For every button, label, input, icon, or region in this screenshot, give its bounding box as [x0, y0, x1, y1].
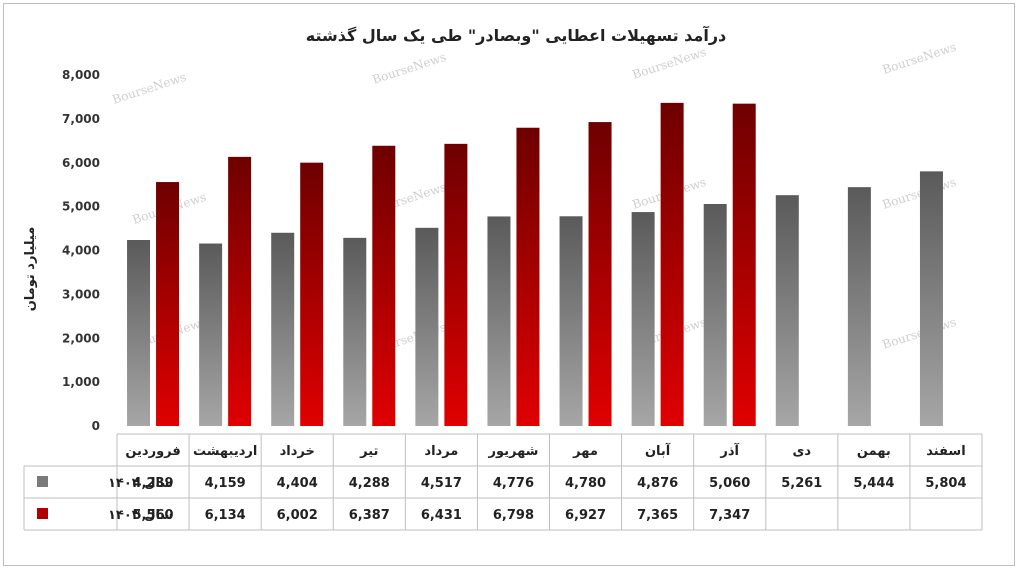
y-tick-label: 2,000 [62, 331, 100, 345]
legend-swatch [37, 508, 48, 519]
data-label: 5,560 [132, 508, 173, 523]
bar-1403-6 [516, 127, 540, 427]
data-label: 6,002 [277, 508, 318, 523]
bar-1402-11 [847, 187, 871, 426]
data-label: 7,365 [637, 508, 678, 523]
data-label: 5,804 [925, 476, 966, 491]
bar-1402-7 [559, 216, 583, 426]
data-label: 6,387 [349, 508, 390, 523]
x-tick-label: فروردین [125, 444, 180, 459]
bar-1402-3 [271, 232, 295, 426]
legend-swatch [37, 476, 48, 487]
data-label: 5,060 [709, 476, 750, 491]
data-label: 4,517 [421, 476, 462, 491]
bar-1403-4 [372, 145, 396, 426]
data-label: 4,159 [205, 476, 246, 491]
bar-1403-1 [156, 182, 180, 426]
x-tick-label: مرداد [424, 444, 458, 459]
bars-layer [127, 102, 943, 427]
bar-1403-5 [444, 143, 468, 426]
bar-1403-8 [660, 102, 684, 426]
x-tick-label: آبان [645, 442, 671, 459]
watermark-text: BourseNews [881, 40, 958, 77]
legend-entry: سال ۱۴۰۳ [108, 508, 173, 523]
data-label: 7,347 [709, 508, 750, 523]
x-tick-label: آذر [719, 442, 739, 459]
y-tick-label: 0 [92, 419, 100, 433]
data-label: 4,780 [565, 476, 606, 491]
y-tick-label: 8,000 [62, 68, 100, 82]
data-label: 6,134 [205, 508, 246, 523]
data-label: 6,927 [565, 508, 606, 523]
y-axis-label: میلیارد تومان [23, 227, 38, 312]
bar-1403-7 [588, 122, 612, 426]
y-tick-label: 7,000 [62, 112, 100, 126]
bar-1402-6 [487, 216, 511, 426]
data-label: 4,776 [493, 476, 534, 491]
bar-1402-2 [199, 243, 223, 426]
watermark-text: BourseNews [111, 70, 188, 107]
data-label: 4,288 [349, 476, 390, 491]
data-label: 6,798 [493, 508, 534, 523]
chart-title: درآمد تسهیلات اعطایی "وبصادر" طی یک سال … [306, 25, 726, 45]
watermark-text: BourseNews [631, 45, 708, 82]
bar-1402-4 [343, 237, 367, 426]
watermark-text: BourseNews [881, 175, 958, 212]
legend-entry: سال ۱۴۰۲ [108, 476, 173, 491]
data-label: 4,404 [277, 476, 318, 491]
x-tick-label: خرداد [280, 444, 315, 459]
bar-1402-8 [631, 212, 655, 426]
bar-chart: BourseNews BourseNews BourseNews BourseNews… [23, 25, 983, 531]
y-tick-label: 6,000 [62, 156, 100, 170]
x-tick-label: تیر [359, 444, 378, 459]
y-tick-label: 5,000 [62, 200, 100, 214]
data-label: 4,239 [132, 476, 173, 491]
y-axis: 0 1,000 2,000 3,000 4,000 5,000 6,000 7,000 8,00… [62, 68, 100, 433]
bar-1402-1 [127, 240, 151, 426]
watermark-text: BourseNews [371, 50, 448, 87]
bar-1403-9 [732, 103, 756, 426]
bar-1402-10 [775, 195, 799, 426]
x-tick-label: اردیبهشت [193, 444, 257, 459]
chart-frame: BourseNews BourseNews BourseNews BourseNews… [3, 3, 1015, 566]
x-tick-label: بهمن [857, 444, 891, 459]
bar-1403-2 [228, 156, 252, 427]
y-tick-label: 3,000 [62, 287, 100, 301]
bar-1403-3 [300, 162, 324, 427]
x-tick-label: شهریور [487, 444, 538, 459]
watermark-text: BourseNews [881, 315, 958, 352]
data-label: 5,444 [853, 476, 894, 491]
y-tick-label: 4,000 [62, 244, 100, 258]
bar-1402-12 [919, 171, 943, 426]
bar-1402-5 [415, 227, 439, 426]
data-label: 4,876 [637, 476, 678, 491]
bar-1402-9 [703, 203, 727, 426]
x-tick-label: اسفند [926, 444, 965, 459]
data-label: 6,431 [421, 508, 462, 523]
y-tick-label: 1,000 [62, 375, 100, 389]
x-tick-label: مهر [572, 444, 598, 459]
x-tick-label: دی [792, 444, 811, 459]
data-table: فروردین اردیبهشت خرداد تیر مرداد شهریور مهر آبا… [23, 433, 983, 531]
data-label: 5,261 [781, 476, 822, 491]
